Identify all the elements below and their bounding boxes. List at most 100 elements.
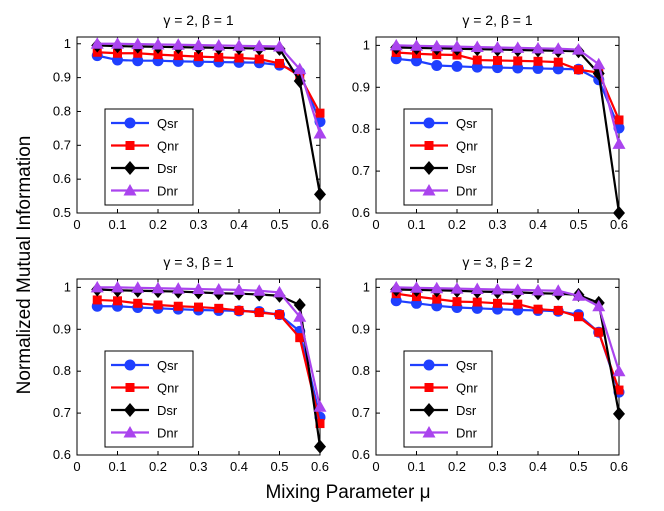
legend-marker-dnr [123,184,137,196]
figure-xlabel: Mixing Parameter μ [265,482,430,503]
legend-label-qsr: Qsr [456,358,478,373]
data-point-dnr [551,284,565,296]
legend-marker-dsr [124,161,136,175]
legend: Qsr Qnr Dsr Dnr [104,350,194,448]
legend: Qsr Qnr Dsr Dnr [104,108,194,206]
data-point-dnr [572,43,585,55]
y-tick-label: 1 [64,279,71,294]
data-point-qnr [275,58,284,68]
data-point-dsr [293,297,306,312]
legend-label-dnr: Dnr [456,426,478,441]
chart-title: γ = 2, β = 1 [462,12,533,28]
legend-marker-dsr [124,403,136,417]
x-tick-label: 0.6 [311,217,329,232]
legend-marker-dnr [422,184,436,196]
data-point-dnr [592,57,606,70]
data-point-qnr [553,57,563,67]
data-point-qsr [451,60,463,72]
data-point-qnr [254,308,264,318]
data-point-dnr [531,283,545,296]
chart-panel-2: γ = 2, β = 1 0 0.1 0.2 0.3 0.4 0.5 0.6 0.6 0.7 0.8… [352,12,628,232]
data-point-dnr [389,280,403,293]
x-tick-label: 0.2 [448,217,466,232]
data-point-qnr [113,48,122,58]
data-point-qnr [574,65,583,75]
x-tick-label: 0.3 [189,459,207,474]
data-point-dnr [612,364,626,377]
legend-label-dsr: Dsr [456,161,477,176]
data-point-dnr [430,39,444,52]
x-tick-label: 0.2 [149,217,167,232]
legend-label-qnr: Qnr [157,139,179,154]
legend-label-qnr: Qnr [456,139,478,154]
data-point-dnr [232,283,246,295]
x-tick-label: 0.1 [108,217,126,232]
x-tick-label: 0 [73,459,80,474]
data-point-qnr [553,305,563,315]
chart-title: γ = 3, β = 1 [163,254,234,270]
data-point-dnr [252,284,266,296]
legend-label-qnr: Qnr [456,381,478,396]
data-point-dnr [192,38,205,51]
chart-panel-3: γ = 3, β = 1 0 0.1 0.2 0.3 0.4 0.5 0.6 0.6 0.7 0.8… [53,254,329,474]
data-point-qnr [214,303,224,313]
y-tick-label: 0.9 [352,79,370,94]
legend-label-dsr: Dsr [157,161,178,176]
data-point-qnr [493,55,502,65]
legend-label-qnr: Qnr [157,381,179,396]
x-tick-label: 0 [372,459,379,474]
x-tick-label: 0.5 [270,459,288,474]
legend-box [403,108,493,206]
y-tick-label: 0.6 [53,447,71,462]
data-point-qnr [472,297,482,307]
data-point-qnr [472,55,482,65]
data-point-dnr [410,281,423,293]
x-tick-label: 0.3 [488,459,506,474]
data-point-qnr [153,50,163,60]
legend-label-dnr: Dnr [157,184,179,199]
x-tick-label: 0.2 [149,459,167,474]
data-point-dnr [313,400,327,412]
x-tick-label: 0.1 [407,459,425,474]
data-point-dsr [314,187,326,202]
data-point-qnr [315,419,325,429]
y-tick-label: 0.7 [53,137,71,152]
data-point-dnr [389,38,403,51]
y-tick-label: 0.8 [53,103,71,118]
data-point-dsr [613,206,625,220]
data-point-dnr [252,39,266,52]
data-point-qnr [173,51,183,61]
x-tick-label: 0.4 [230,217,248,232]
data-point-dnr [313,126,327,139]
data-point-dnr [131,37,145,50]
data-point-dnr [212,282,226,295]
x-tick-label: 0.2 [448,459,466,474]
data-point-dsr [613,406,625,421]
data-point-qnr [275,310,284,320]
data-point-dnr [90,37,104,49]
legend-label-dsr: Dsr [157,403,178,418]
data-point-dnr [612,137,626,149]
data-point-dnr [293,62,307,75]
data-point-qnr [493,298,502,308]
x-tick-label: 0.3 [189,217,207,232]
data-point-dnr [90,280,104,293]
legend-marker-qsr [423,359,435,371]
data-point-dsr [314,439,326,454]
x-tick-label: 0 [73,217,80,232]
data-point-dnr [273,39,286,52]
data-point-qsr [132,55,144,67]
x-tick-label: 0.5 [569,217,587,232]
data-point-dnr [511,41,525,53]
data-point-qnr [254,54,264,64]
data-point-qnr [614,385,624,395]
data-point-qnr [295,333,305,343]
data-point-dnr [293,310,307,322]
data-point-qnr [113,296,122,306]
legend-label-qsr: Qsr [456,116,478,131]
data-point-dnr [192,282,205,295]
y-tick-label: 1 [363,279,370,294]
data-point-qnr [234,305,244,315]
legend-label-dnr: Dnr [456,184,478,199]
x-tick-label: 0.4 [529,459,547,474]
